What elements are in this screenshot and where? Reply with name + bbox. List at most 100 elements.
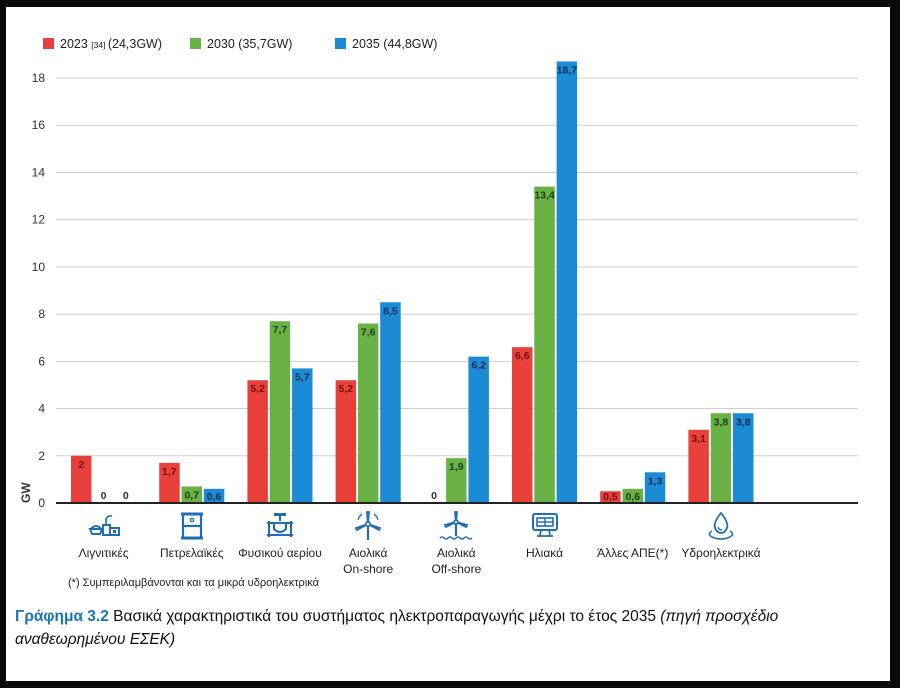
bar-value-label: 0,7: [184, 489, 199, 501]
bar-2023: [600, 491, 621, 503]
category-label-line: On-shore: [343, 562, 394, 576]
bar-2023: [159, 462, 180, 503]
legend-item-2030: 2030 (35,7GW): [190, 37, 292, 51]
bar-2035: [556, 61, 578, 503]
y-axis-ticks: 0 2 4 6 8 10 12 14 16 18: [32, 71, 46, 510]
figure-frame: 0 2 4 6 8 10 12 14 16 18 GW 2 0 0 1,7 0,7 0,6 5,2 7,7 5,7…: [6, 7, 890, 681]
y-tick-label: 16: [32, 118, 46, 132]
y-tick-label: 6: [38, 354, 45, 368]
category-label: Φυσικού αερίου: [225, 545, 335, 561]
offshore-wind-turbine-icon: [439, 511, 473, 541]
category-label: Υδροηλεκτρικά: [666, 545, 776, 561]
y-tick-label: 4: [38, 402, 45, 416]
solar-panel-icon: [528, 511, 562, 541]
bar-value-label: 5,7: [295, 371, 310, 383]
category-label-line: Φυσικού αερίου: [238, 546, 322, 560]
y-tick-label: 8: [38, 307, 45, 321]
bar-2023: [688, 429, 709, 503]
bar-2023: [335, 380, 357, 503]
bar-value-label: 1,3: [648, 475, 663, 487]
bar-2023: [512, 347, 533, 503]
legend-label: 2035 (44,8GW): [352, 37, 437, 51]
bar-2035: [203, 488, 225, 503]
bar-2030: [181, 486, 202, 503]
category-label: Αιολικά On-shore: [313, 545, 423, 577]
bar-2030: [710, 413, 732, 503]
category-label-line: Αιολικά: [348, 546, 388, 560]
legend-label: 2023 [34] (24,3GW): [60, 37, 162, 51]
y-tick-label: 14: [32, 165, 46, 179]
bar-value-label: 6,2: [471, 360, 486, 372]
bar-2035: [380, 302, 401, 503]
bar-value-label: 0,6: [625, 491, 640, 503]
y-tick-label: 0: [38, 496, 45, 510]
bars: 2 0 0 1,7 0,7 0,6 5,2 7,7 5,7 5,2 7,6 8,5 0 1,9 6,2 6,6…: [71, 61, 754, 503]
category-label-line: Υδροηλεκτρικά: [681, 546, 761, 560]
category-label-line: Αιολικά: [437, 546, 476, 560]
wind-turbine-icon: [351, 511, 385, 541]
bar-value-label: 3,1: [691, 433, 706, 445]
lignite-plant-icon: [87, 511, 121, 541]
caption-number: Γράφημα 3.2: [15, 608, 109, 625]
category-label: Πετρελαϊκές: [137, 545, 247, 561]
bar-value-label: 7,6: [361, 327, 376, 339]
category-label: Ηλιακά: [490, 545, 600, 561]
bar-value-label: 3,8: [714, 416, 729, 428]
footnote: (*) Συμπεριλαμβάνονται και τα μικρά υδρο…: [68, 577, 319, 589]
bar-value-label: 6,6: [515, 350, 530, 362]
bar-2030: [269, 321, 291, 503]
gridlines: [56, 77, 858, 457]
bar-value-label: 1,7: [162, 466, 177, 478]
gas-valve-icon: [263, 511, 297, 541]
bar-value-label: 8,5: [383, 305, 398, 317]
bar-value-label: 1,9: [449, 461, 464, 473]
y-axis-label: GW: [19, 482, 33, 503]
category-label-line: Λιγνιτικές: [78, 546, 129, 560]
bar-2023: [71, 455, 92, 503]
bar-value-label: 0: [101, 490, 107, 502]
y-tick-label: 10: [32, 260, 46, 274]
bar-value-label: 13,4: [534, 190, 555, 202]
y-tick-label: 18: [32, 71, 46, 85]
caption-text: Βασικά χαρακτηριστικά του συστήματος ηλε…: [108, 608, 661, 625]
legend-label: 2030 (35,7GW): [207, 37, 292, 51]
bar-2023: [247, 380, 268, 503]
bar-value-label: 2: [78, 459, 84, 471]
bar-2030: [446, 458, 467, 503]
bar-value-label: 0: [123, 490, 129, 502]
y-tick-label: 2: [38, 449, 45, 463]
category-label-line: Άλλες ΑΠΕ(*): [597, 546, 669, 560]
category-label: Λιγνιτικές: [49, 545, 159, 561]
y-tick-label: 12: [32, 213, 46, 227]
bar-value-label: 0,6: [207, 491, 222, 503]
category-label: Άλλες ΑΠΕ(*): [578, 545, 688, 561]
legend-item-2035: 2035 (44,8GW): [335, 37, 437, 51]
legend-swatch: [190, 38, 201, 49]
category-label-line: Πετρελαϊκές: [160, 546, 224, 560]
category-label: Αιολικά Off-shore: [401, 545, 511, 577]
bar-chart: 0 2 4 6 8 10 12 14 16 18 GW 2 0 0 1,7 0,7 0,6 5,2 7,7 5,7…: [19, 37, 858, 510]
bar-value-label: 0,5: [603, 491, 618, 503]
bar-2030: [357, 323, 379, 503]
bar-value-label: 7,7: [273, 324, 288, 336]
legend: 2023 [34] (24,3GW) 2030 (35,7GW) 2035 (44,…: [43, 37, 437, 51]
bar-value-label: 18,7: [557, 64, 578, 76]
figure-caption: Γράφημα 3.2 Βασικά χαρακτηριστικά του συ…: [15, 605, 885, 651]
water-drop-icon: [704, 511, 738, 541]
bar-value-label: 0: [431, 490, 437, 502]
oil-barrel-icon: [175, 511, 209, 541]
category-label-line: Ηλιακά: [526, 546, 564, 560]
bar-value-label: 5,2: [339, 383, 354, 395]
bar-value-label: 5,2: [250, 383, 265, 395]
bar-2035: [733, 413, 754, 503]
bar-2035: [292, 368, 313, 503]
bar-2035: [468, 356, 489, 503]
legend-swatch: [335, 38, 346, 49]
category-label-line: Off-shore: [431, 562, 482, 576]
legend-swatch: [43, 38, 54, 49]
legend-item-2023: 2023 [34] (24,3GW): [43, 37, 162, 51]
caption-source: (πηγή προσχέδιο αναθεωρημένου ΕΣΕΚ): [15, 608, 779, 648]
bar-2030: [534, 186, 555, 503]
bar-2030: [622, 488, 643, 503]
bar-2035: [644, 472, 666, 503]
